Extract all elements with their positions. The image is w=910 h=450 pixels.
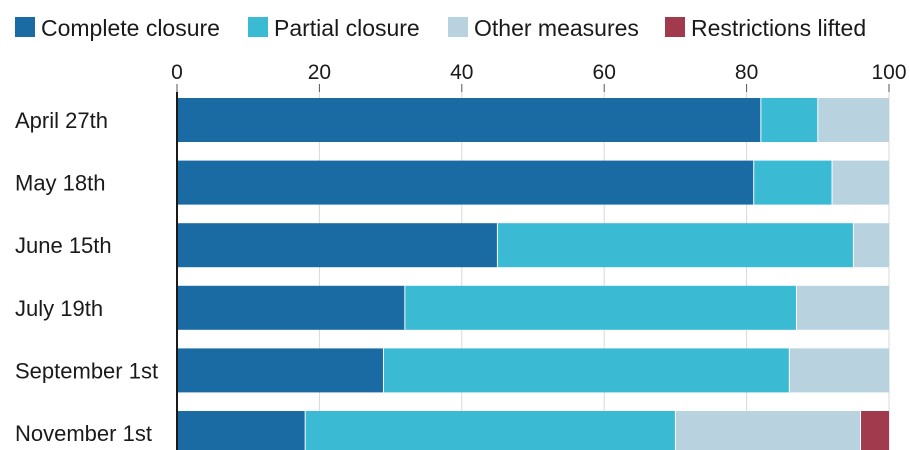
bar-segment (860, 411, 889, 450)
category-label: November 1st (15, 421, 152, 446)
bar-segment (305, 411, 676, 450)
bar-segment (753, 160, 833, 205)
category-label: June 15th (15, 233, 112, 258)
legend-item: Other measures (448, 15, 639, 41)
bar-segment (853, 223, 889, 268)
bar-segment (760, 98, 818, 142)
bar-segment (177, 348, 384, 393)
bar-segment (832, 160, 889, 205)
legend-label: Partial closure (274, 15, 420, 41)
bar-segment (177, 285, 405, 330)
legend-label: Other measures (474, 15, 639, 41)
bar-segment (675, 411, 861, 450)
bar-segment (177, 160, 754, 205)
bar-segment (177, 98, 761, 142)
bar-segment (177, 411, 306, 450)
legend-label: Complete closure (41, 15, 220, 41)
bar-segment (497, 223, 854, 268)
legend-item: Restrictions lifted (665, 15, 866, 41)
category-label: May 18th (15, 171, 106, 196)
bar-segment (796, 285, 889, 330)
x-tick-label: 40 (450, 61, 473, 84)
bar-segment (404, 285, 797, 330)
legend-swatch (665, 17, 685, 37)
legend: Complete closure Partial closure Other mea… (15, 15, 866, 41)
x-axis-ticks: 0 20 40 60 80 100 (171, 61, 907, 92)
x-tick-label: 60 (593, 61, 616, 84)
gridlines (176, 92, 890, 450)
x-tick-label: 20 (308, 61, 331, 84)
legend-label: Restrictions lifted (691, 15, 866, 41)
category-label: September 1st (15, 358, 158, 383)
bars (177, 98, 889, 450)
legend-swatch (448, 17, 468, 37)
bar-segment (383, 348, 790, 393)
category-label: April 27th (15, 108, 108, 133)
bar-segment (817, 98, 889, 142)
legend-swatch (15, 17, 35, 37)
bar-segment (177, 223, 498, 268)
category-label: July 19th (15, 296, 103, 321)
legend-swatch (248, 17, 268, 37)
x-tick-label: 100 (871, 61, 906, 84)
x-tick-label: 0 (171, 61, 183, 84)
legend-item: Complete closure (15, 15, 220, 41)
category-labels: April 27th May 18th June 15th July 19th Sept… (15, 108, 158, 446)
legend-item: Partial closure (248, 15, 420, 41)
x-tick-label: 80 (735, 61, 758, 84)
bar-segment (789, 348, 889, 393)
